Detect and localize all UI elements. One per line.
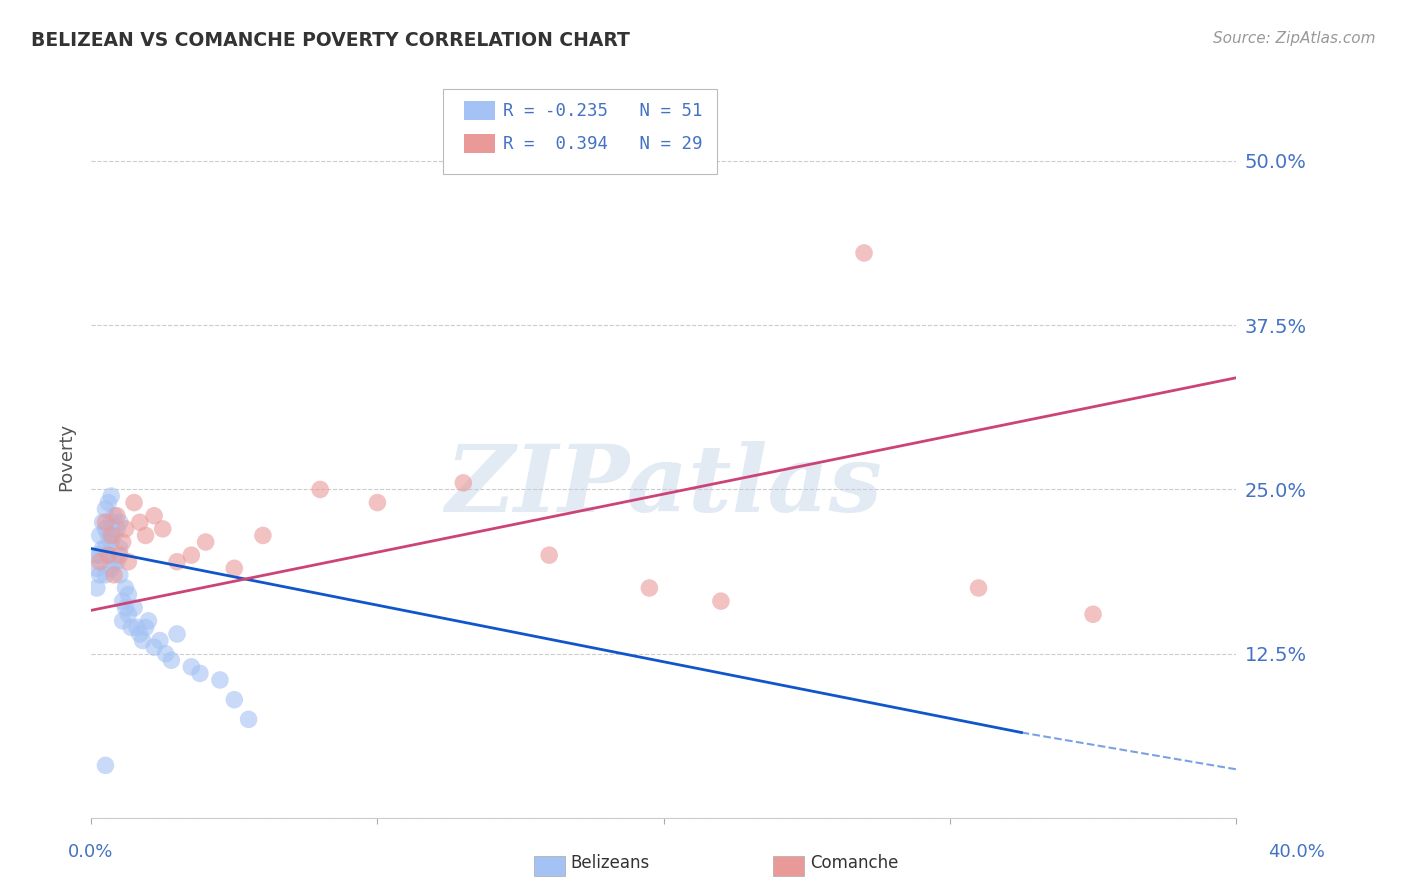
Y-axis label: Poverty: Poverty bbox=[58, 423, 75, 491]
Point bbox=[117, 555, 139, 569]
Point bbox=[114, 581, 136, 595]
Point bbox=[208, 673, 231, 687]
Point bbox=[89, 548, 111, 562]
Point bbox=[86, 548, 108, 562]
Point bbox=[94, 522, 117, 536]
Point bbox=[114, 600, 136, 615]
Point bbox=[103, 567, 125, 582]
Point bbox=[149, 633, 172, 648]
Point bbox=[138, 614, 160, 628]
Point bbox=[89, 528, 111, 542]
Point bbox=[120, 620, 142, 634]
Point bbox=[180, 660, 202, 674]
Text: Belizeans: Belizeans bbox=[571, 855, 650, 872]
Point bbox=[91, 541, 114, 556]
Point bbox=[166, 627, 188, 641]
Point bbox=[125, 620, 148, 634]
Point bbox=[135, 528, 157, 542]
Point bbox=[108, 567, 131, 582]
Text: Source: ZipAtlas.com: Source: ZipAtlas.com bbox=[1212, 31, 1375, 46]
Text: 0.0%: 0.0% bbox=[67, 843, 112, 861]
Text: 40.0%: 40.0% bbox=[1268, 843, 1324, 861]
Point bbox=[103, 528, 125, 542]
Point bbox=[453, 475, 475, 490]
Point bbox=[94, 541, 117, 556]
Point bbox=[97, 548, 120, 562]
Point bbox=[638, 581, 661, 595]
Point bbox=[100, 528, 122, 542]
Point bbox=[89, 567, 111, 582]
Point bbox=[94, 758, 117, 772]
Point bbox=[143, 640, 166, 654]
Point bbox=[97, 495, 120, 509]
Point bbox=[94, 516, 117, 530]
Point bbox=[97, 528, 120, 542]
Point bbox=[188, 666, 211, 681]
Point bbox=[108, 516, 131, 530]
Point bbox=[100, 535, 122, 549]
Point bbox=[94, 502, 117, 516]
Point bbox=[238, 712, 260, 726]
Point bbox=[117, 588, 139, 602]
Point bbox=[105, 555, 128, 569]
Point bbox=[710, 594, 733, 608]
Point bbox=[100, 516, 122, 530]
Point bbox=[100, 561, 122, 575]
Point bbox=[108, 541, 131, 556]
Point bbox=[105, 522, 128, 536]
Text: R = -0.235   N = 51: R = -0.235 N = 51 bbox=[503, 102, 703, 120]
Point bbox=[111, 594, 134, 608]
Point bbox=[97, 548, 120, 562]
Point bbox=[111, 535, 134, 549]
Point bbox=[853, 246, 876, 260]
Point bbox=[91, 516, 114, 530]
Point bbox=[114, 522, 136, 536]
Point bbox=[366, 495, 388, 509]
Text: ZIPatlas: ZIPatlas bbox=[446, 441, 882, 531]
Point bbox=[122, 495, 145, 509]
Point bbox=[108, 548, 131, 562]
Point bbox=[103, 555, 125, 569]
Point bbox=[160, 653, 183, 667]
Point bbox=[152, 522, 174, 536]
Point bbox=[143, 508, 166, 523]
Point bbox=[94, 567, 117, 582]
Point bbox=[967, 581, 990, 595]
Point bbox=[131, 633, 153, 648]
Point bbox=[224, 692, 246, 706]
Point bbox=[128, 516, 150, 530]
Text: BELIZEAN VS COMANCHE POVERTY CORRELATION CHART: BELIZEAN VS COMANCHE POVERTY CORRELATION… bbox=[31, 31, 630, 50]
Point bbox=[86, 561, 108, 575]
Point bbox=[105, 508, 128, 523]
Point bbox=[122, 600, 145, 615]
Point bbox=[194, 535, 217, 549]
Point bbox=[538, 548, 561, 562]
Point bbox=[117, 607, 139, 622]
Point bbox=[89, 555, 111, 569]
Point bbox=[166, 555, 188, 569]
Point bbox=[100, 489, 122, 503]
Point bbox=[155, 647, 177, 661]
Point bbox=[111, 614, 134, 628]
Point bbox=[135, 620, 157, 634]
Text: R =  0.394   N = 29: R = 0.394 N = 29 bbox=[503, 135, 703, 153]
Point bbox=[128, 627, 150, 641]
Point bbox=[180, 548, 202, 562]
Point bbox=[309, 483, 332, 497]
Point bbox=[252, 528, 274, 542]
Point bbox=[1081, 607, 1104, 622]
Point bbox=[103, 508, 125, 523]
Point bbox=[86, 581, 108, 595]
Text: Comanche: Comanche bbox=[810, 855, 898, 872]
Point bbox=[224, 561, 246, 575]
